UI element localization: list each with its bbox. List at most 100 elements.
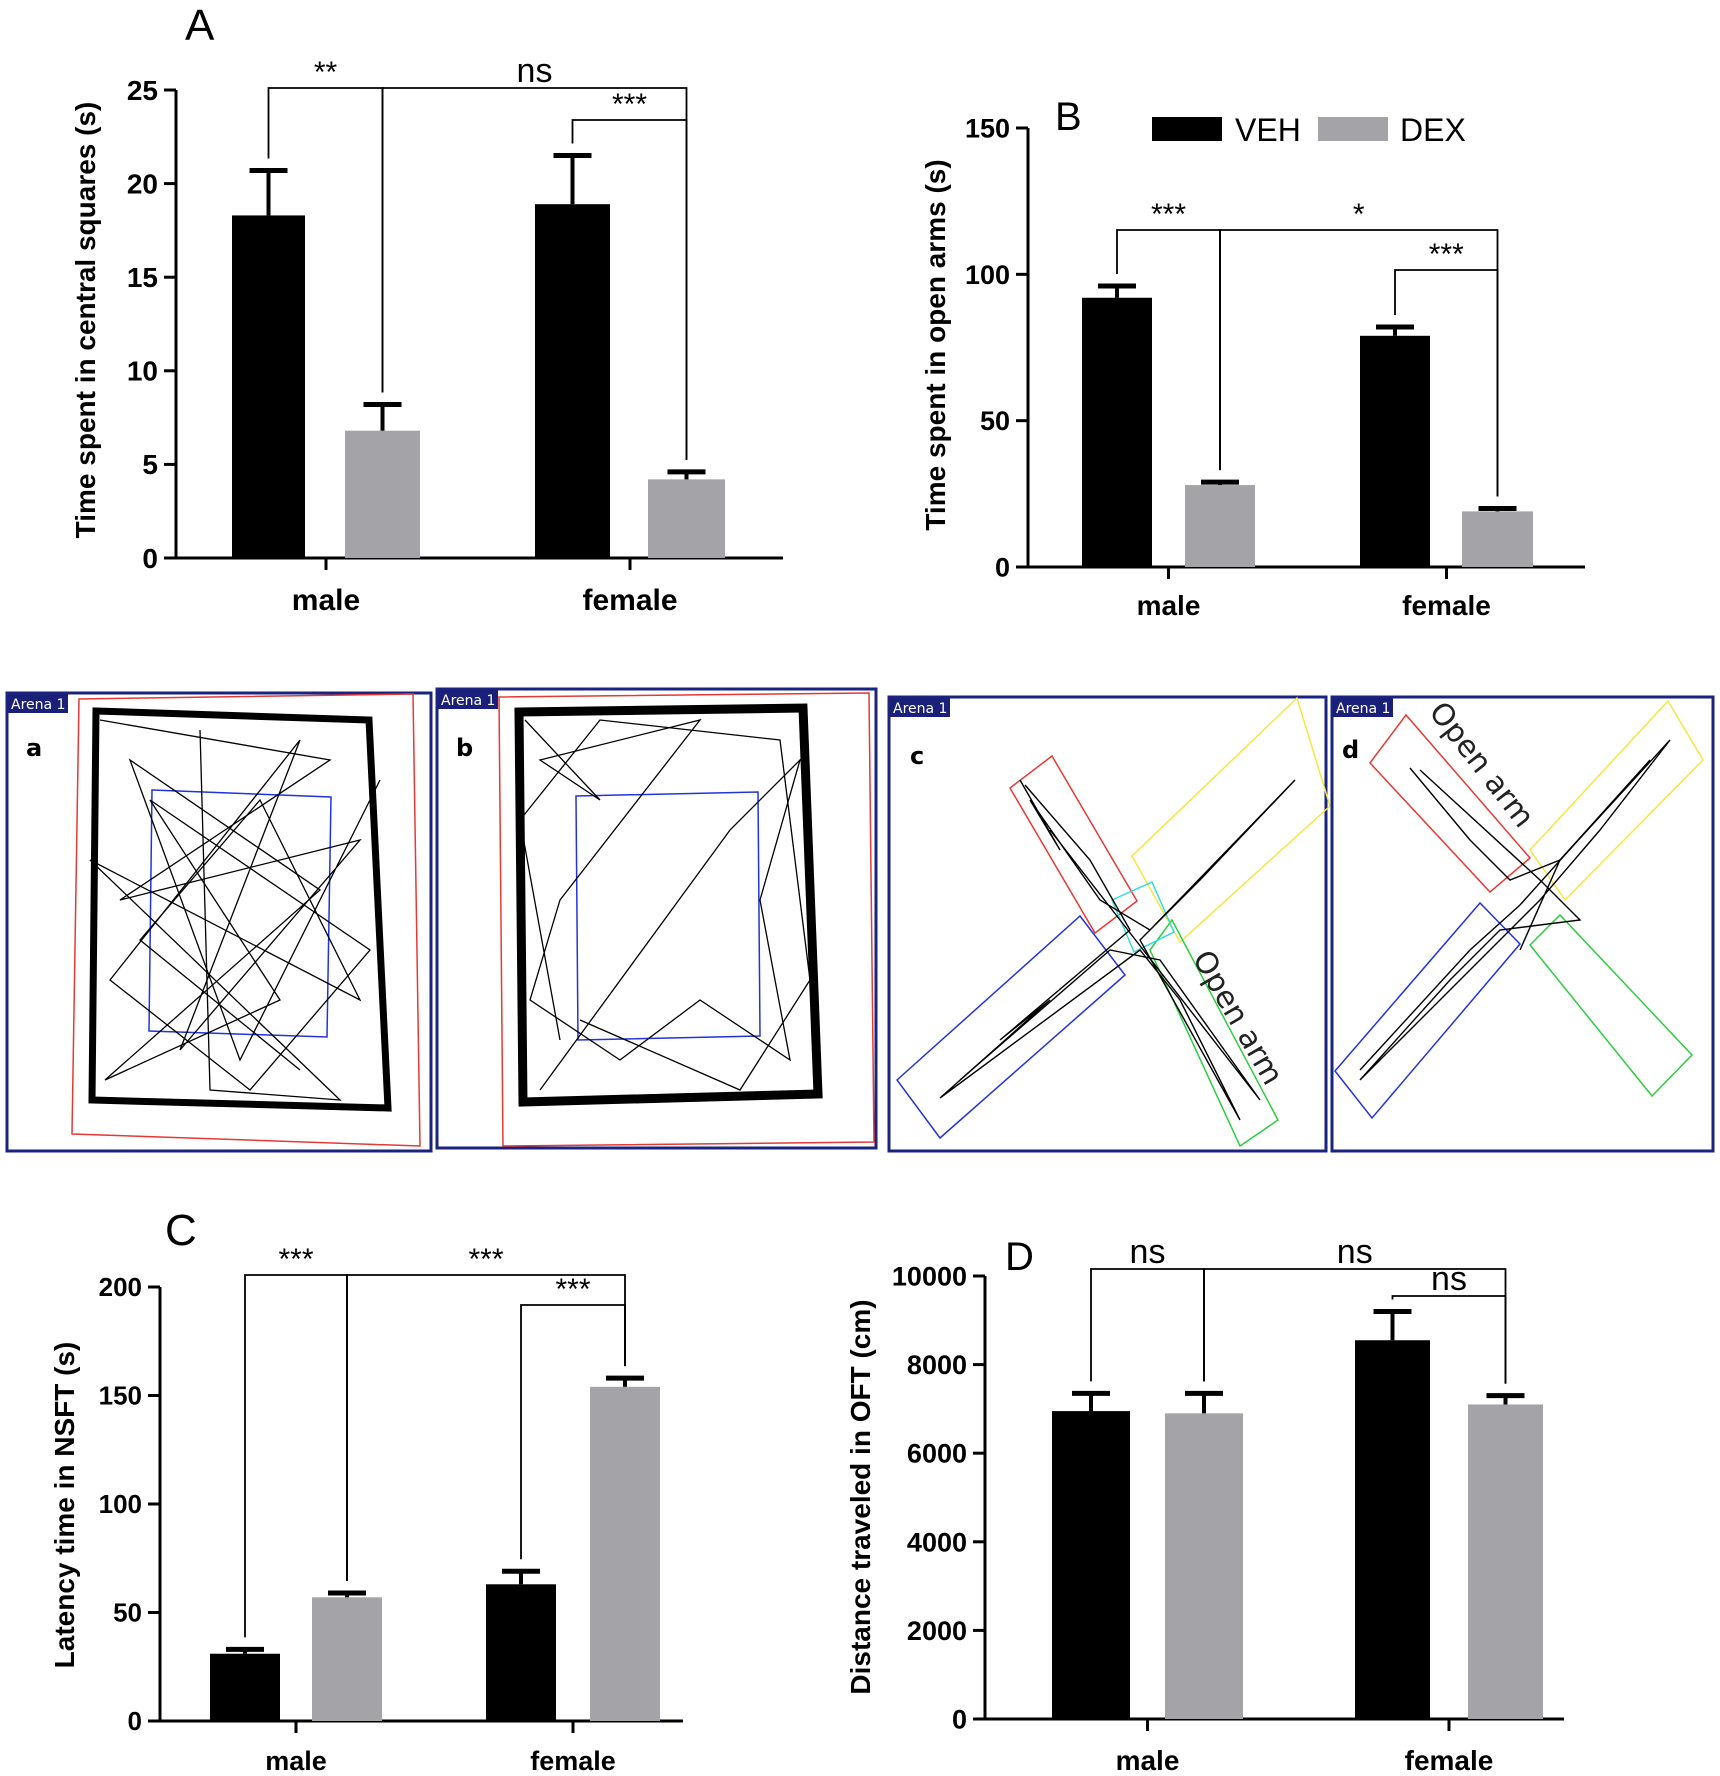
bar-veh [1355, 1340, 1430, 1719]
movement-track [1359, 759, 1651, 1071]
track-panel-d: Arena 1 d Open arm [1330, 695, 1715, 1153]
panel-letter: C [165, 1206, 197, 1255]
x-tick-label: female [1402, 590, 1491, 621]
open-arm-zone [1369, 713, 1532, 894]
closed-arm-zone [895, 914, 1127, 1140]
significance-label: ** [314, 56, 338, 89]
y-tick-label: 5 [142, 449, 158, 480]
arena-tag: Arena 1 [893, 701, 947, 717]
significance-label: *** [278, 1243, 313, 1276]
significance-bracket [244, 1274, 348, 1638]
significance-label: ns [517, 52, 553, 90]
y-tick-label: 20 [127, 168, 158, 199]
y-tick-label: 50 [113, 1598, 142, 1628]
bar-dex [312, 1597, 382, 1721]
arena-tag: Arena 1 [441, 693, 495, 709]
arena-tag-box [890, 698, 950, 717]
significance-label: *** [1151, 198, 1186, 231]
track-frame [887, 695, 1328, 1153]
center-zone [575, 791, 761, 1041]
y-tick-label: 8000 [907, 1350, 967, 1380]
movement-track [99, 719, 381, 1091]
y-tick-label: 15 [127, 262, 158, 293]
y-tick-label: 200 [99, 1272, 142, 1302]
bar-dex [1165, 1413, 1243, 1719]
y-axis-label: Time spent in central squares (s) [70, 102, 101, 539]
significance-bracket [346, 1274, 626, 1581]
movement-track [519, 719, 811, 1091]
center-zone [1111, 881, 1175, 954]
chart-panel-d: 0 2000 4000 6000 8000 10000 male female ns ns ns D D… [845, 1233, 1564, 1776]
arena-wall-track [514, 703, 823, 1107]
panel-letter: A [185, 1, 215, 50]
bar-veh [232, 215, 305, 558]
track-frame [5, 691, 433, 1153]
arena-tag: Arena 1 [11, 697, 65, 713]
track-frame [1330, 695, 1715, 1153]
y-tick-label: 6000 [907, 1439, 967, 1469]
movement-track [939, 779, 1296, 1121]
significance-label: *** [1429, 238, 1464, 271]
x-tick-label: female [582, 584, 677, 617]
panel-letter: d [1342, 736, 1359, 764]
arena-wall-track [88, 707, 392, 1112]
movement-track [524, 718, 802, 1091]
y-tick-label: 0 [995, 552, 1010, 582]
significance-label: *** [468, 1243, 503, 1276]
y-tick-label: 10000 [892, 1261, 967, 1291]
y-tick-label: 25 [127, 75, 158, 106]
significance-bracket [381, 87, 688, 460]
track-panel-c: Arena 1 c Open arm [887, 695, 1331, 1153]
x-tick-label: male [265, 1746, 327, 1776]
movement-track [89, 729, 362, 1101]
y-axis-label: Latency time in NSFT (s) [49, 1342, 80, 1669]
y-tick-label: 4000 [907, 1527, 967, 1557]
y-tick-label: 2000 [907, 1616, 967, 1646]
significance-bracket [1203, 1268, 1507, 1384]
movement-track [1359, 739, 1671, 1081]
legend: VEH DEX [1152, 112, 1466, 148]
significance-label: *** [555, 1273, 590, 1306]
y-tick-label: 0 [952, 1704, 967, 1734]
bar-dex [648, 479, 725, 558]
bar-dex [590, 1386, 660, 1721]
panel-letter: D [1005, 1235, 1034, 1279]
x-tick-label: male [1116, 1745, 1180, 1776]
significance-label: *** [612, 88, 647, 121]
track-panel-b: Arena 1 b [435, 687, 878, 1150]
significance-label: ns [1130, 1233, 1166, 1271]
significance-label: ns [1337, 1233, 1373, 1271]
legend-dex-swatch [1318, 117, 1388, 141]
closed-arm-zone [1529, 699, 1704, 902]
significance-bracket [1090, 1268, 1205, 1382]
significance-label: ns [1431, 1260, 1467, 1298]
y-tick-label: 0 [128, 1706, 142, 1736]
bar-veh [1052, 1411, 1130, 1719]
arena-tag-box [1333, 698, 1393, 717]
chart-panel-c: 0 50 100 150 200 male female *** *** *** C Latency … [49, 1206, 683, 1776]
center-zone [148, 789, 332, 1038]
track-panel-a: Arena 1 a [5, 691, 433, 1153]
y-tick-label: 150 [99, 1381, 142, 1411]
open-arm-zone [1131, 696, 1331, 944]
significance-bracket [1219, 229, 1499, 497]
open-arm-zone [1528, 913, 1694, 1098]
panel-letter: c [910, 742, 924, 770]
x-tick-label: male [1137, 590, 1201, 621]
bar-veh [486, 1584, 556, 1721]
legend-dex-label: DEX [1400, 112, 1466, 148]
y-tick-label: 100 [965, 260, 1010, 290]
y-axis-label: Distance traveled in OFT (cm) [845, 1299, 876, 1694]
legend-veh-label: VEH [1235, 112, 1301, 148]
arena-tag-box [8, 694, 68, 713]
closed-arm-zone [1009, 754, 1138, 935]
bar-veh [1360, 335, 1430, 567]
bar-dex [1462, 511, 1533, 567]
bar-dex [345, 430, 420, 558]
closed-arm-zone [1334, 901, 1522, 1120]
legend-veh-swatch [1152, 117, 1222, 141]
